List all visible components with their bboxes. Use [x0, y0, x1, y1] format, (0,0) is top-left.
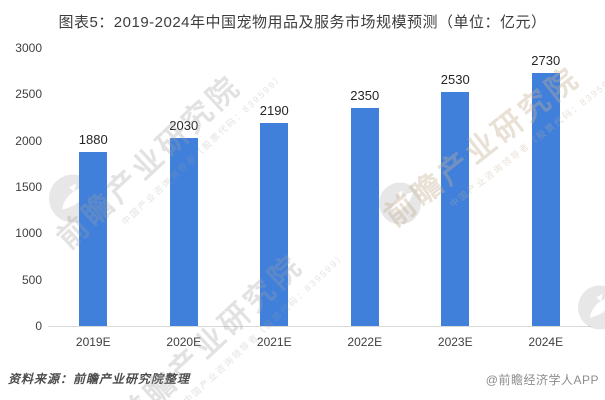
- bar-value-label: 2350: [350, 88, 380, 104]
- credit-note: @前瞻经济学人APP: [485, 373, 599, 387]
- x-axis-line: [48, 326, 591, 327]
- bar-2022E: [350, 108, 379, 326]
- y-tick-label: 0: [35, 319, 42, 333]
- x-tick-label: 2024E: [528, 335, 564, 349]
- y-tick-label: 2500: [15, 87, 42, 102]
- y-tick-label: 1500: [15, 180, 42, 194]
- bar-value-label: 2190: [259, 103, 289, 119]
- x-tick-label: 2019E: [75, 335, 111, 349]
- chart-title: 图表5：2019-2024年中国宠物用品及服务市场规模预测（单位：亿元）: [58, 14, 547, 31]
- bar-2021E: [260, 123, 289, 326]
- y-tick-label: 2000: [15, 133, 42, 148]
- source-note: 资料来源：前瞻产业研究院整理: [8, 372, 191, 386]
- y-tick-label: 3000: [15, 41, 42, 55]
- bar-value-label: 1880: [78, 131, 108, 147]
- bar-value-label: 2030: [169, 117, 199, 133]
- bar-2024E: [531, 73, 560, 326]
- qianzhan-logo-watermark-icon: [379, 182, 421, 230]
- qianzhan-logo-watermark-icon: [578, 285, 605, 335]
- x-tick-label: 2022E: [347, 335, 383, 349]
- bar-value-label: 2530: [440, 71, 470, 87]
- x-tick-label: 2021E: [256, 335, 292, 349]
- bar-2019E: [79, 151, 108, 326]
- bar-2023E: [441, 91, 470, 326]
- x-tick-label: 2023E: [437, 335, 473, 349]
- x-tick-label: 2020E: [166, 335, 202, 349]
- bar-2020E: [169, 137, 198, 326]
- y-tick-label: 1000: [15, 226, 42, 241]
- bar-value-label: 2730: [531, 53, 561, 69]
- y-tick-label: 500: [21, 272, 42, 287]
